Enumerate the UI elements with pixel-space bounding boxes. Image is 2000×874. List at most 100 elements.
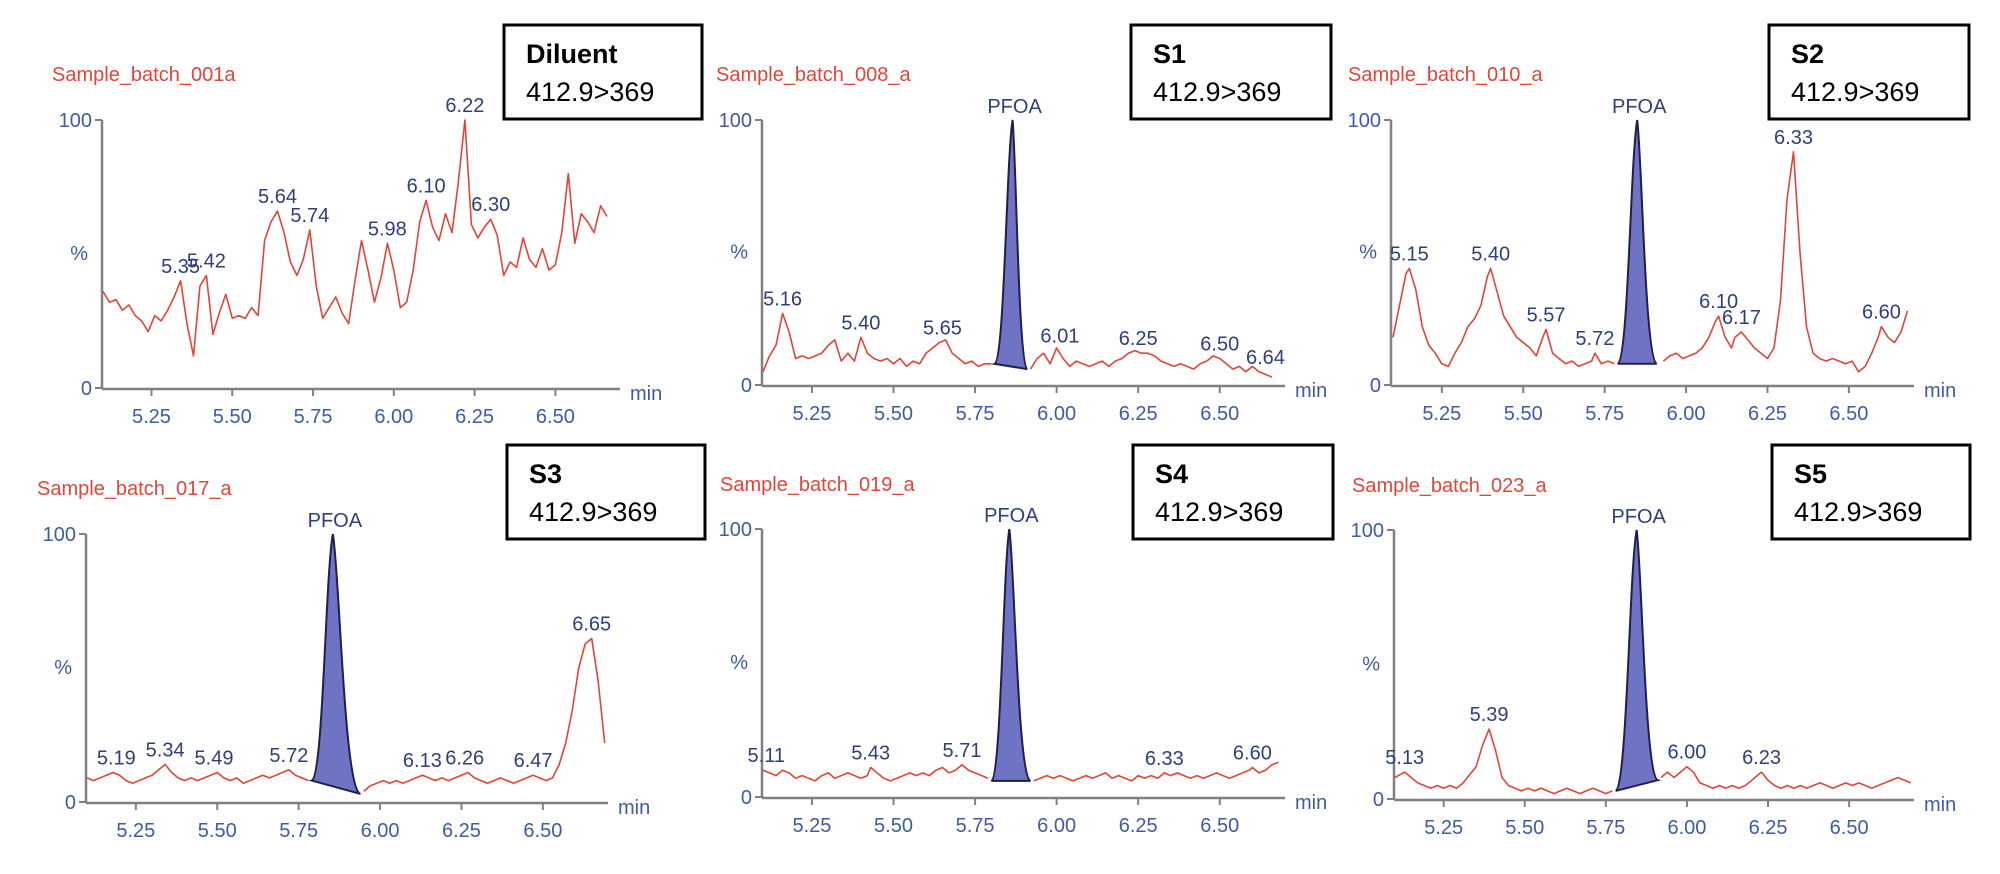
x-tick-label: 5.50 xyxy=(1505,817,1544,839)
peak-label: 5.72 xyxy=(1575,328,1614,350)
trace-line xyxy=(1392,151,1909,373)
x-tick-label: 6.50 xyxy=(536,406,575,428)
sample-name: Sample_batch_010_a xyxy=(1348,64,1543,86)
trace-line xyxy=(762,312,1273,378)
x-tick-label: 6.00 xyxy=(374,406,413,428)
peak-label: 5.39 xyxy=(1470,704,1509,726)
pfoa-peak xyxy=(1616,119,1658,365)
peak-label: 5.35 xyxy=(161,256,200,278)
peak-label: 5.71 xyxy=(943,740,982,762)
peak-label: 6.33 xyxy=(1774,127,1813,149)
x-tick-label: 5.50 xyxy=(1504,403,1543,425)
x-tick-label: 5.25 xyxy=(792,815,831,837)
x-tick-label: 6.50 xyxy=(1200,815,1239,837)
x-tick-label: 6.25 xyxy=(1749,817,1788,839)
peak-label: 5.15 xyxy=(1390,243,1429,265)
sample-title: S4 xyxy=(1155,459,1188,489)
x-tick-label: 5.75 xyxy=(1586,817,1625,839)
x-tick-label: 5.50 xyxy=(874,815,913,837)
compound-label: PFOA xyxy=(987,96,1042,118)
x-tick-label: 6.50 xyxy=(1200,403,1239,425)
peak-label: 5.43 xyxy=(851,743,890,765)
x-tick-label: 6.50 xyxy=(1829,403,1868,425)
peak-label: 6.23 xyxy=(1742,747,1781,769)
peak-label: 6.25 xyxy=(1119,328,1158,350)
compound-label: PFOA xyxy=(1612,96,1667,118)
chromatogram-panel: Sample_batch_001a 0 100% 5.25 5.50 5.75 6.00 6.… xyxy=(52,23,704,428)
sample-name: Sample_batch_023_a xyxy=(1352,475,1547,497)
x-tick-label: 6.25 xyxy=(1119,403,1158,425)
compound-label: PFOA xyxy=(1611,506,1666,528)
compound-label: PFOA xyxy=(984,505,1039,527)
x-tick-label: 5.25 xyxy=(792,403,831,425)
peak-label: 5.98 xyxy=(368,218,407,240)
y-tick-label: 100 xyxy=(1348,110,1381,132)
x-tick-label: 5.50 xyxy=(213,406,252,428)
sample-title: S3 xyxy=(529,459,562,489)
y-tick-label: 0 xyxy=(65,792,76,814)
y-tick-label: 100 xyxy=(1351,520,1384,542)
x-tick-label: 5.75 xyxy=(956,815,995,837)
peak-label: 5.64 xyxy=(258,186,297,208)
peak-label: 6.26 xyxy=(445,748,484,770)
trace-line xyxy=(762,761,1279,782)
y-tick-label: 100 xyxy=(43,524,76,546)
transition-box xyxy=(502,23,704,121)
peak-label: 6.50 xyxy=(1200,334,1239,356)
peak-label: 6.47 xyxy=(514,750,553,772)
y-unit-label: % xyxy=(54,657,72,679)
sample-name: Sample_batch_017_a xyxy=(37,478,232,500)
peak-label: 6.22 xyxy=(445,95,484,117)
x-unit-label: min xyxy=(630,383,662,405)
x-tick-label: 6.00 xyxy=(361,820,400,842)
x-tick-label: 6.25 xyxy=(442,820,481,842)
sample-title: S5 xyxy=(1794,459,1827,489)
mrm-transition: 412.9>369 xyxy=(1791,77,1919,107)
transition-box xyxy=(1131,443,1335,541)
peak-label: 5.49 xyxy=(195,748,234,770)
x-tick-label: 6.25 xyxy=(455,406,494,428)
y-tick-label: 0 xyxy=(741,787,752,809)
x-tick-label: 6.50 xyxy=(1830,817,1869,839)
x-tick-label: 5.25 xyxy=(1424,817,1463,839)
peak-label: 6.10 xyxy=(407,175,446,197)
x-tick-label: 6.00 xyxy=(1667,817,1706,839)
x-tick-label: 5.25 xyxy=(1422,403,1461,425)
peak-label: 6.65 xyxy=(572,614,611,636)
x-unit-label: min xyxy=(618,797,650,819)
y-unit-label: % xyxy=(730,652,748,674)
sample-title: S1 xyxy=(1153,39,1186,69)
x-unit-label: min xyxy=(1295,380,1327,402)
peak-label: 6.60 xyxy=(1862,302,1901,324)
x-tick-label: 5.25 xyxy=(132,406,171,428)
sample-title: Diluent xyxy=(526,39,618,69)
x-tick-label: 5.75 xyxy=(956,403,995,425)
pfoa-peak xyxy=(990,528,1032,782)
peak-label: 6.10 xyxy=(1699,291,1738,313)
y-unit-label: % xyxy=(1362,654,1380,676)
y-tick-label: 100 xyxy=(59,110,92,132)
chromatogram-panel: Sample_batch_019_a 0 100% 5.25 5.50 5.75 6.00 6… xyxy=(719,443,1335,837)
mrm-transition: 412.9>369 xyxy=(526,77,654,107)
y-unit-label: % xyxy=(70,243,88,265)
transition-box xyxy=(1129,23,1333,121)
x-tick-label: 5.50 xyxy=(874,403,913,425)
chromatogram-panel: Sample_batch_023_a 0 100% 5.25 5.50 5.75 6.00 6… xyxy=(1351,443,1972,839)
x-tick-label: 6.00 xyxy=(1667,403,1706,425)
peak-label: 5.16 xyxy=(763,288,802,310)
trace-line xyxy=(86,637,606,792)
chromatogram-panel: Sample_batch_017_a 0 100% 5.25 5.50 5.75 6.00 6… xyxy=(37,443,707,842)
x-tick-label: 6.00 xyxy=(1037,403,1076,425)
peak-label: 5.34 xyxy=(146,739,185,761)
peak-label: 6.13 xyxy=(403,750,442,772)
x-tick-label: 6.00 xyxy=(1037,815,1076,837)
sample-name: Sample_batch_001a xyxy=(52,64,236,86)
peak-label: 5.19 xyxy=(97,748,136,770)
x-tick-label: 6.25 xyxy=(1748,403,1787,425)
pfoa-peak xyxy=(1614,529,1662,792)
y-tick-label: 0 xyxy=(1370,375,1381,397)
peak-label: 5.11 xyxy=(748,745,785,767)
x-tick-label: 5.50 xyxy=(198,820,237,842)
x-tick-label: 5.75 xyxy=(294,406,333,428)
